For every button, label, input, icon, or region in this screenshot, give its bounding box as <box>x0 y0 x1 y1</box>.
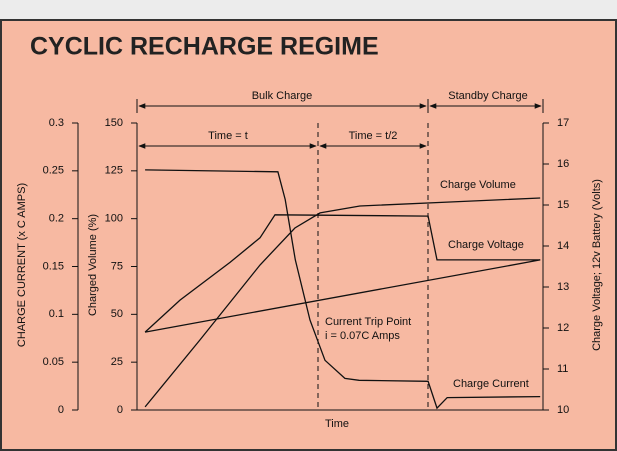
annotation: Current Trip Point <box>325 316 411 328</box>
x-axis-label: Time <box>325 418 349 430</box>
panel <box>0 19 617 451</box>
top-strip <box>0 0 617 20</box>
tick-label: 0.3 <box>49 117 64 129</box>
tick-label: 100 <box>105 213 123 225</box>
tick-label: 0.1 <box>49 308 64 320</box>
y3-axis-label: Charged Volume (%) <box>87 214 99 316</box>
chart-title: CYCLIC RECHARGE REGIME <box>30 33 379 61</box>
tick-label: 13 <box>557 281 569 293</box>
tick-label: 15 <box>557 199 569 211</box>
series-line <box>144 214 541 333</box>
tick-label: 0.05 <box>43 356 64 368</box>
y2-axis-label: Charge Voltage; 12v Battery (Volts) <box>591 179 603 351</box>
series-line <box>144 197 541 408</box>
tick-label: 0.25 <box>43 165 64 177</box>
tick-label: 150 <box>105 117 123 129</box>
tick-label: 12 <box>557 322 569 334</box>
tick-label: 0.2 <box>49 213 64 225</box>
tick-label: 0 <box>58 404 64 416</box>
phase-label: Bulk Charge <box>252 90 313 102</box>
phase-label: Standby Charge <box>448 90 528 102</box>
y-axis-label: CHARGE CURRENT (x C AMPS) <box>16 183 28 347</box>
tick-label: 25 <box>111 356 123 368</box>
tick-label: 11 <box>557 363 568 375</box>
series-label: Charge Voltage <box>448 239 524 251</box>
series-label: Charge Volume <box>440 179 516 191</box>
tick-label: 50 <box>111 308 123 320</box>
series-line <box>145 169 541 410</box>
tick-label: 10 <box>557 404 569 416</box>
tick-label: 125 <box>105 165 123 177</box>
tick-label: 14 <box>557 240 569 252</box>
tick-label: 0.15 <box>43 260 64 272</box>
period-label: Time = t <box>208 130 248 142</box>
tick-label: 0 <box>117 404 123 416</box>
tick-label: 17 <box>557 117 569 129</box>
series-line <box>144 259 541 333</box>
tick-label: 16 <box>557 158 569 170</box>
period-label: Time = t/2 <box>349 130 398 142</box>
tick-label: 75 <box>111 260 123 272</box>
series-label: Charge Current <box>453 378 529 390</box>
annotation: i = 0.07C Amps <box>325 330 400 342</box>
